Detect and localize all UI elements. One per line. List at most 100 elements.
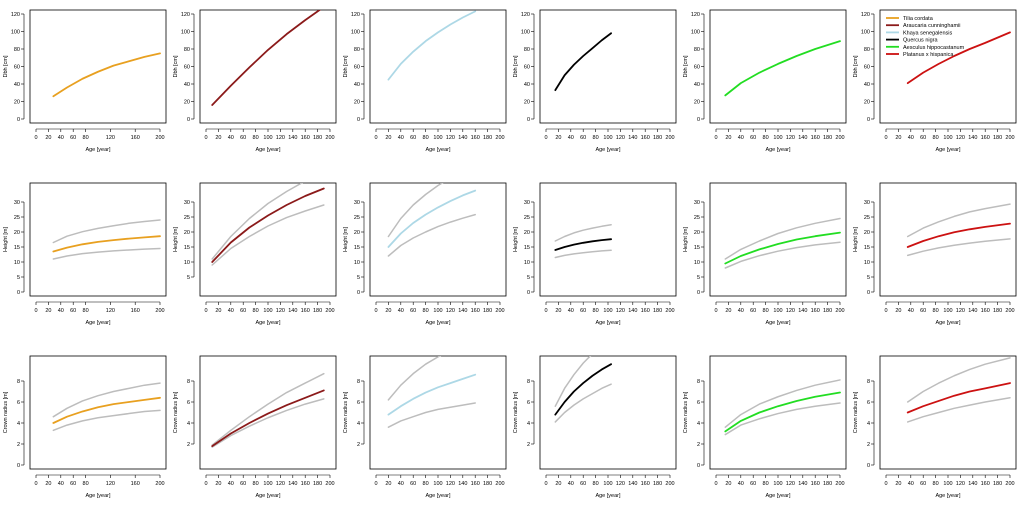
band-line-lower (906, 397, 1011, 423)
x-tick-label: 160 (981, 135, 990, 141)
x-tick-label: 20 (385, 135, 391, 141)
x-tick-label: 40 (398, 135, 404, 141)
series-line-platanus-x-hispanica (906, 382, 1011, 414)
x-tick-label: 180 (313, 135, 322, 141)
band-line-lower (724, 402, 841, 436)
x-tick-label: 60 (750, 481, 756, 487)
x-tick-label: 20 (555, 481, 561, 487)
legend-entry: Khaya senegalensis (903, 30, 952, 36)
x-tick-label: 0 (714, 308, 717, 314)
x-tick-label: 60 (580, 135, 586, 141)
x-tick-label: 200 (665, 481, 674, 487)
y-tick-label: 30 (524, 200, 530, 206)
x-tick-label: 140 (458, 135, 467, 141)
x-tick-label: 100 (943, 135, 952, 141)
y-tick-label: 120 (691, 12, 700, 18)
x-tick-label: 200 (495, 308, 504, 314)
x-axis-label: Age [year] (85, 147, 111, 153)
x-tick-label: 60 (70, 308, 76, 314)
x-tick-label: 200 (1005, 481, 1014, 487)
legend-entry: Platanus x hispanica (903, 52, 954, 58)
x-tick-label: 40 (228, 135, 234, 141)
x-tick-label: 140 (798, 308, 807, 314)
x-tick-label: 100 (433, 481, 442, 487)
x-tick-label: 180 (313, 308, 322, 314)
y-tick-label: 25 (184, 215, 190, 221)
x-tick-label: 180 (483, 481, 492, 487)
y-axis-label: Height [m] (173, 227, 179, 253)
x-tick-label: 180 (823, 308, 832, 314)
x-tick-label: 80 (933, 481, 939, 487)
x-tick-label: 200 (665, 135, 674, 141)
x-tick-label: 40 (908, 135, 914, 141)
series-line-aesculus-hippocastanum (724, 231, 841, 265)
x-tick-label: 180 (653, 308, 662, 314)
x-tick-label: 0 (204, 135, 207, 141)
x-tick-label: 0 (374, 481, 377, 487)
y-axis-label: Dbh [cm] (173, 55, 179, 77)
x-tick-label: 100 (773, 135, 782, 141)
y-tick-label: 60 (14, 65, 20, 71)
y-axis-label: Height [m] (3, 227, 9, 253)
y-tick-label: 40 (354, 82, 360, 88)
y-tick-label: 100 (351, 30, 360, 36)
plot-frame (709, 182, 847, 297)
x-tick-label: 80 (423, 308, 429, 314)
y-tick-label: 5 (697, 275, 700, 281)
x-tick-label: 80 (593, 308, 599, 314)
x-tick-label: 100 (263, 308, 272, 314)
x-tick-label: 140 (458, 308, 467, 314)
x-axis-label: Age [year] (935, 493, 961, 499)
y-tick-label: 0 (867, 463, 870, 469)
x-tick-label: 140 (628, 135, 637, 141)
y-tick-label: 25 (524, 215, 530, 221)
x-tick-label: 60 (750, 308, 756, 314)
y-axis-label: Dbh [cm] (683, 55, 689, 77)
y-tick-label: 80 (864, 47, 870, 53)
y-tick-label: 30 (694, 200, 700, 206)
panel-crown-quercus-nigra: 0 20 40 60 80 100 120 140 160 180 200 Age [year] 2 4 6… (513, 355, 677, 499)
y-tick-label: 8 (17, 379, 20, 385)
panel-crown-khaya-senegalensis: 0 20 40 60 80 100 120 140 160 180 200 Age [year] 2 4 6… (343, 355, 507, 499)
y-tick-label: 60 (354, 65, 360, 71)
y-tick-label: 40 (524, 82, 530, 88)
x-tick-label: 60 (70, 481, 76, 487)
x-tick-label: 140 (628, 308, 637, 314)
y-axis-label: Height [m] (683, 227, 689, 253)
y-tick-label: 60 (864, 65, 870, 71)
y-tick-label: 0 (867, 117, 870, 123)
y-tick-label: 15 (354, 245, 360, 251)
x-axis-label: Age [year] (935, 147, 961, 153)
x-tick-label: 20 (725, 135, 731, 141)
x-tick-label: 40 (908, 308, 914, 314)
x-tick-label: 120 (786, 135, 795, 141)
x-tick-label: 80 (83, 135, 89, 141)
x-tick-label: 200 (1005, 308, 1014, 314)
y-tick-label: 120 (351, 12, 360, 18)
x-tick-label: 160 (131, 308, 140, 314)
x-tick-label: 0 (544, 135, 547, 141)
y-tick-label: 2 (17, 442, 20, 448)
y-tick-label: 100 (11, 30, 20, 36)
x-tick-label: 80 (253, 135, 259, 141)
x-tick-label: 140 (288, 135, 297, 141)
band-line-lower (554, 383, 612, 423)
y-axis-label: Crown radius [m] (683, 391, 689, 433)
plot-frame (879, 182, 1017, 297)
x-tick-label: 160 (641, 481, 650, 487)
y-tick-label: 100 (521, 30, 530, 36)
band-line-upper (724, 217, 841, 260)
y-tick-label: 80 (354, 47, 360, 53)
x-tick-label: 120 (106, 308, 115, 314)
x-tick-label: 200 (325, 481, 334, 487)
x-tick-label: 60 (750, 135, 756, 141)
x-tick-label: 60 (70, 135, 76, 141)
y-tick-label: 0 (17, 117, 20, 123)
x-tick-label: 80 (83, 481, 89, 487)
y-tick-label: 100 (181, 30, 190, 36)
series-line-quercus-nigra (554, 363, 612, 416)
x-tick-label: 120 (106, 135, 115, 141)
y-axis-label: Crown radius [m] (3, 391, 9, 433)
x-tick-label: 40 (58, 481, 64, 487)
x-tick-label: 40 (398, 308, 404, 314)
